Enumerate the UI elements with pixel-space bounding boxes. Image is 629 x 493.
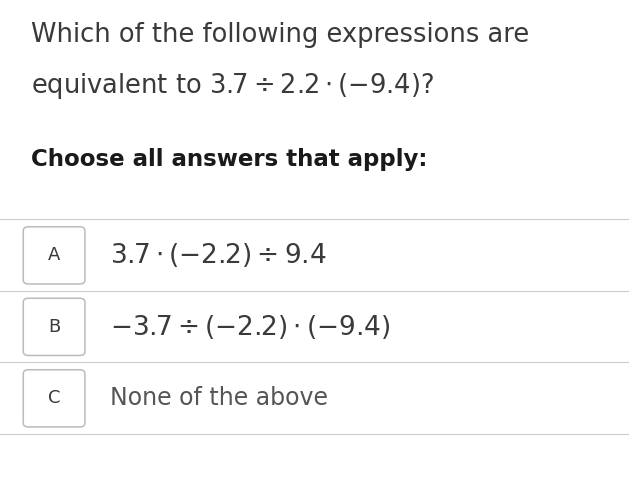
FancyBboxPatch shape: [23, 370, 85, 427]
FancyBboxPatch shape: [23, 298, 85, 355]
Text: C: C: [48, 389, 60, 407]
Text: Which of the following expressions are: Which of the following expressions are: [31, 22, 530, 48]
Text: equivalent to $3.7 \div 2.2 \cdot (-9.4)$?: equivalent to $3.7 \div 2.2 \cdot (-9.4)…: [31, 71, 435, 102]
Text: $-3.7 \div (-2.2) \cdot (-9.4)$: $-3.7 \div (-2.2) \cdot (-9.4)$: [110, 313, 391, 341]
Text: $3.7 \cdot (-2.2) \div 9.4$: $3.7 \cdot (-2.2) \div 9.4$: [110, 242, 326, 269]
Text: A: A: [48, 246, 60, 264]
FancyBboxPatch shape: [23, 227, 85, 284]
Text: B: B: [48, 318, 60, 336]
Text: None of the above: None of the above: [110, 387, 328, 410]
Text: Choose all answers that apply:: Choose all answers that apply:: [31, 148, 428, 171]
